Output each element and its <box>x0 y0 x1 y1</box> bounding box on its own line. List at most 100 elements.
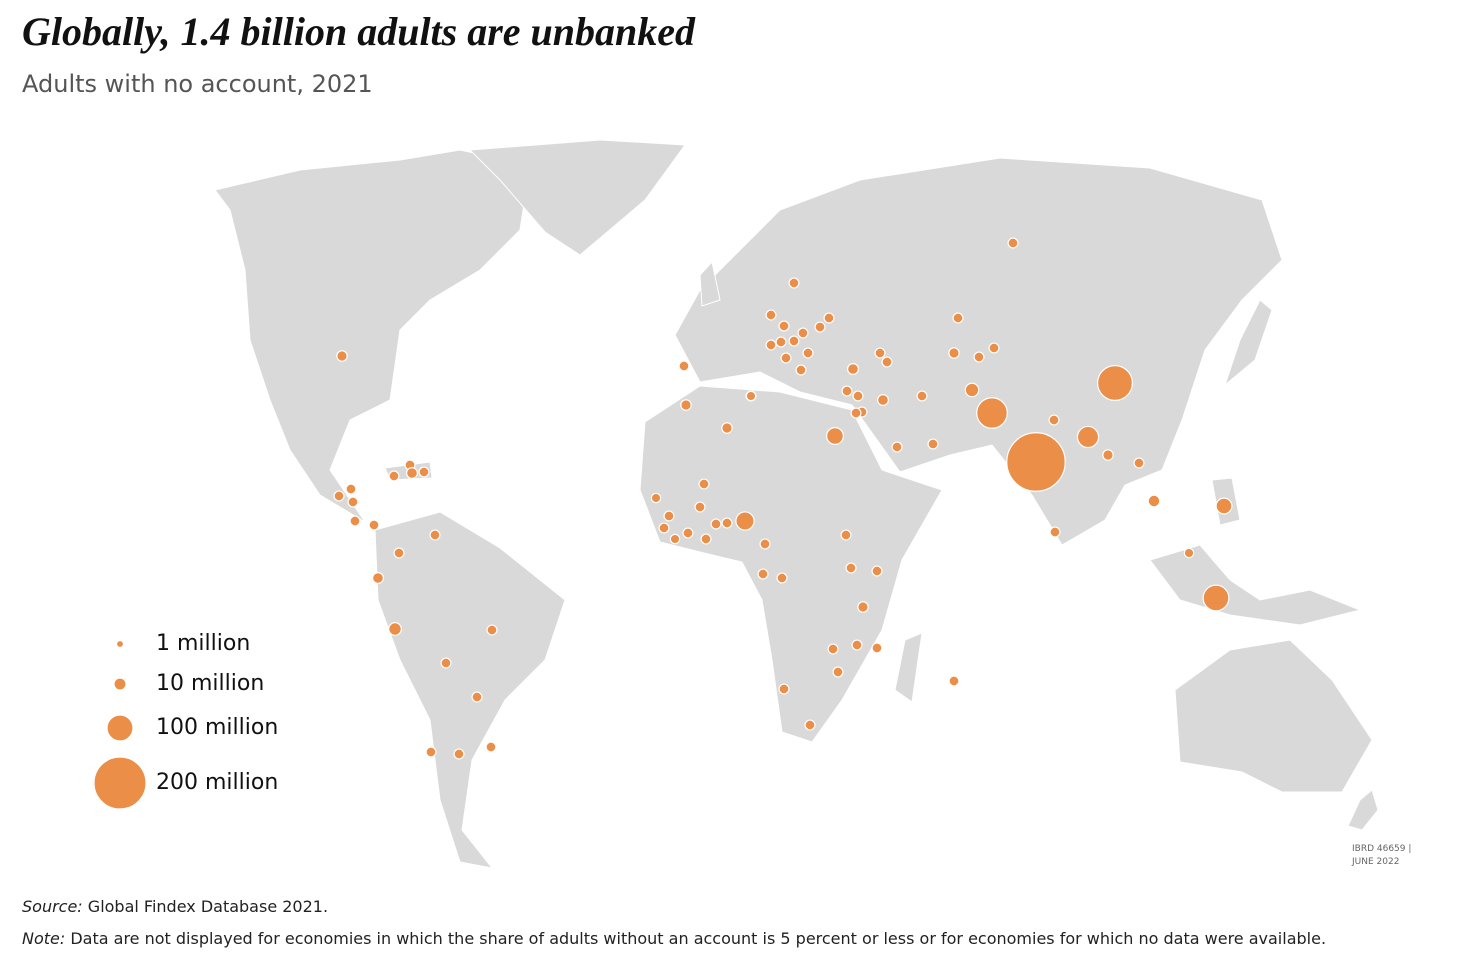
bubble <box>871 565 883 577</box>
stamp-line: JUNE 2022 <box>1351 857 1399 867</box>
bubble <box>814 321 826 333</box>
bubble <box>827 643 839 655</box>
south-america <box>374 511 566 869</box>
bubble <box>694 501 706 513</box>
bubble <box>973 351 985 363</box>
legend-bubble <box>106 714 134 742</box>
note-text: Data are not displayed for economies in … <box>65 929 1327 948</box>
bubble <box>1007 237 1019 249</box>
bubble <box>916 390 928 402</box>
bubble <box>388 622 402 636</box>
bubble <box>832 666 844 678</box>
bubble <box>471 691 483 703</box>
bubble <box>874 347 886 359</box>
bubble <box>418 466 430 478</box>
bubble <box>788 277 800 289</box>
note-label: Note: <box>22 929 66 948</box>
bubble <box>876 393 890 407</box>
bubble <box>850 407 862 419</box>
bubble <box>485 741 497 753</box>
bubble <box>778 320 790 332</box>
bubble <box>988 342 1000 354</box>
bubble <box>345 483 357 495</box>
legend-bubble <box>113 677 127 691</box>
bubble <box>698 478 710 490</box>
bubble <box>429 529 441 541</box>
bubble <box>775 336 787 348</box>
bubble <box>765 339 777 351</box>
bubble <box>721 517 733 529</box>
legend-bubble <box>115 639 125 649</box>
bubble <box>453 748 465 760</box>
bubble <box>826 427 844 445</box>
bubble <box>840 529 852 541</box>
bubble <box>795 364 807 376</box>
bubble <box>388 470 400 482</box>
bubble <box>393 547 405 559</box>
subtitle: Adults with no account, 2021 <box>22 70 373 98</box>
bubble <box>405 466 419 480</box>
bubble <box>757 568 769 580</box>
bubble <box>948 347 960 359</box>
source-label: Source: <box>22 897 83 916</box>
bubble <box>778 683 790 695</box>
bubble <box>425 746 437 758</box>
africa <box>639 385 943 743</box>
greenland <box>468 139 686 256</box>
bubble <box>780 352 792 364</box>
bubble <box>700 533 712 545</box>
bubble <box>1076 425 1100 449</box>
bubble <box>349 515 361 527</box>
stamp-line: IBRD 46659 | <box>1352 844 1411 854</box>
bubble <box>841 385 853 397</box>
bubble <box>371 571 385 585</box>
bubble <box>440 657 452 669</box>
uk <box>699 260 721 307</box>
bubble <box>845 562 857 574</box>
legend-bubble <box>93 756 147 810</box>
new-zealand <box>1347 789 1379 831</box>
bubble <box>1147 494 1161 508</box>
legend: 1 million 10 million 100 million 200 millio… <box>93 631 278 810</box>
source: Source: Global Findex Database 2021. <box>22 897 328 916</box>
bubble <box>1006 432 1066 492</box>
north-america <box>214 149 531 523</box>
bubble <box>891 441 903 453</box>
bubble <box>823 312 835 324</box>
land <box>214 139 1379 869</box>
bubble <box>1215 497 1233 515</box>
bubble <box>952 312 964 324</box>
bubble <box>1202 584 1230 612</box>
bubble <box>1133 457 1145 469</box>
bubble <box>802 347 814 359</box>
bubble <box>658 522 670 534</box>
bubble <box>721 422 733 434</box>
bubble <box>851 639 863 651</box>
australia <box>1174 639 1373 793</box>
bubble <box>857 601 869 613</box>
bubble <box>964 382 980 398</box>
legend-label: 10 million <box>156 671 264 696</box>
bubble <box>336 350 348 362</box>
bubble <box>1183 547 1195 559</box>
bubble <box>486 624 498 636</box>
bubbles <box>333 237 1233 760</box>
bubble <box>846 362 860 376</box>
bubble <box>710 518 722 530</box>
bubble <box>1049 526 1061 538</box>
bubble <box>881 356 893 368</box>
source-text: Global Findex Database 2021. <box>82 897 329 916</box>
bubble <box>1048 414 1060 426</box>
bubble <box>682 527 694 539</box>
bubble <box>333 490 345 502</box>
bubble <box>1102 449 1114 461</box>
bubble <box>976 397 1008 429</box>
bubble <box>735 511 755 531</box>
japan <box>1223 299 1273 387</box>
bubble <box>776 572 788 584</box>
bubble <box>788 335 800 347</box>
bubble <box>948 675 960 687</box>
bubble <box>347 496 359 508</box>
bubble <box>669 533 681 545</box>
